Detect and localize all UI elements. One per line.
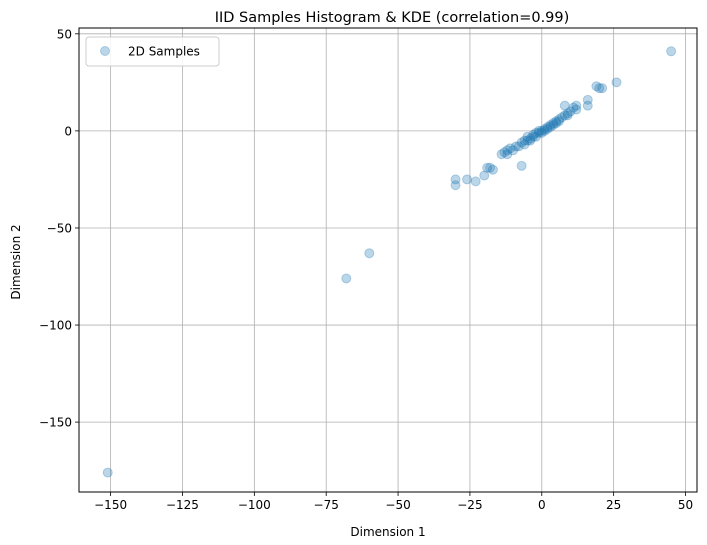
scatter-point <box>519 139 530 150</box>
axis-ticks: −150 −125 −100 −75 −50 −25 0 25 50 −150 −100 −50 0 50 <box>39 27 693 512</box>
scatter-point <box>536 127 547 138</box>
scatter-point <box>508 145 519 156</box>
scatter-point <box>450 174 461 185</box>
legend-label: 2D Samples <box>128 45 200 59</box>
scatter-point <box>510 141 521 152</box>
scatter-point <box>562 108 573 119</box>
scatter-point <box>522 131 533 142</box>
scatter-point <box>559 110 570 121</box>
scatter-point <box>525 135 536 146</box>
y-tick-label: −50 <box>47 221 72 235</box>
scatter-point <box>516 160 527 171</box>
scatter-point <box>582 100 593 111</box>
scatter-point <box>611 77 622 88</box>
legend: 2D Samples <box>85 36 220 67</box>
data-points <box>102 46 677 478</box>
scatter-point <box>568 102 579 113</box>
scatter-point <box>582 94 593 105</box>
scatter-point <box>470 176 481 187</box>
scatter-point <box>531 127 542 138</box>
scatter-point <box>554 116 565 127</box>
scatter-point <box>516 137 527 148</box>
plot-frame <box>78 27 698 493</box>
x-tick-label: 0 <box>538 498 546 512</box>
scatter-point <box>551 116 562 127</box>
scatter-point <box>565 106 576 117</box>
scatter-point <box>556 112 567 123</box>
x-axis-label: Dimension 1 <box>350 525 425 539</box>
scatter-point <box>666 46 677 57</box>
y-tick-label: −100 <box>39 319 72 333</box>
scatter-point <box>525 133 536 144</box>
x-tick-label: −75 <box>314 498 339 512</box>
y-axis-label: Dimension 2 <box>9 224 23 299</box>
scatter-point <box>597 83 608 94</box>
scatter-point <box>545 122 556 133</box>
scatter-point <box>542 122 553 133</box>
scatter-point <box>528 129 539 140</box>
scatter-point <box>364 248 375 259</box>
legend-marker <box>100 46 110 56</box>
scatter-point <box>554 114 565 125</box>
scatter-point <box>542 123 553 134</box>
scatter-point <box>479 170 490 181</box>
x-tick-label: 50 <box>678 498 693 512</box>
scatter-point <box>551 118 562 129</box>
y-tick-label: 50 <box>57 27 72 41</box>
scatter-point <box>482 162 493 173</box>
grid <box>79 28 697 492</box>
scatter-point <box>539 125 550 136</box>
scatter-point <box>545 120 556 131</box>
x-tick-label: −100 <box>238 498 271 512</box>
legend-box <box>85 36 220 67</box>
scatter-point <box>502 145 513 156</box>
scatter-point <box>539 123 550 134</box>
scatter-point <box>562 110 573 121</box>
scatter-point <box>499 147 510 158</box>
scatter-point <box>594 83 605 94</box>
scatter-point <box>505 143 516 154</box>
chart-title: IID Samples Histogram & KDE (correlation… <box>215 10 570 26</box>
scatter-point <box>341 273 352 284</box>
x-tick-label: −25 <box>457 498 482 512</box>
scatter-point <box>522 135 533 146</box>
scatter-point <box>571 100 582 111</box>
y-tick-label: 0 <box>64 124 72 138</box>
x-tick-label: −50 <box>385 498 410 512</box>
scatter-point <box>519 135 530 146</box>
scatter-point <box>485 162 496 173</box>
scatter-point <box>528 131 539 142</box>
scatter-point <box>548 118 559 129</box>
scatter-point <box>533 125 544 136</box>
scatter-point <box>496 149 507 160</box>
scatter-point <box>450 180 461 191</box>
scatter-point <box>462 174 473 185</box>
scatter-point <box>531 131 542 142</box>
x-tick-label: −125 <box>166 498 199 512</box>
y-tick-label: −150 <box>39 416 72 430</box>
scatter-point <box>591 81 602 92</box>
scatter-point <box>536 125 547 136</box>
scatter-point <box>513 141 524 152</box>
scatter-point <box>533 127 544 138</box>
x-tick-label: −150 <box>94 498 127 512</box>
x-tick-label: 25 <box>606 498 621 512</box>
scatter-point <box>502 149 513 160</box>
scatter-point <box>548 120 559 131</box>
scatter-point <box>487 164 498 175</box>
scatter-point <box>559 100 570 111</box>
scatter-point <box>102 467 113 478</box>
scatter-point <box>571 104 582 115</box>
